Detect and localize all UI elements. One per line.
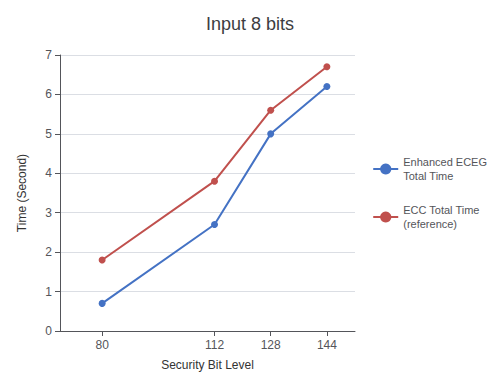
- svg-text:Enhanced ECEG: Enhanced ECEG: [403, 156, 487, 168]
- svg-text:2: 2: [45, 245, 52, 259]
- svg-text:0: 0: [45, 324, 52, 338]
- svg-text:Total Time: Total Time: [403, 170, 453, 182]
- svg-text:112: 112: [205, 338, 224, 352]
- svg-text:Input 8 bits: Input 8 bits: [206, 14, 294, 34]
- svg-text:6: 6: [45, 87, 52, 101]
- svg-text:80: 80: [95, 338, 109, 352]
- svg-text:(reference): (reference): [403, 218, 457, 230]
- svg-text:Security Bit Level: Security Bit Level: [161, 358, 254, 372]
- svg-text:3: 3: [45, 206, 52, 220]
- svg-text:4: 4: [45, 166, 52, 180]
- svg-text:Time (Second): Time (Second): [15, 154, 29, 232]
- svg-text:7: 7: [45, 48, 52, 62]
- svg-text:1: 1: [45, 285, 52, 299]
- svg-text:ECC Total Time: ECC Total Time: [403, 204, 479, 216]
- svg-text:5: 5: [45, 127, 52, 141]
- svg-text:144: 144: [317, 338, 337, 352]
- svg-text:128: 128: [261, 338, 281, 352]
